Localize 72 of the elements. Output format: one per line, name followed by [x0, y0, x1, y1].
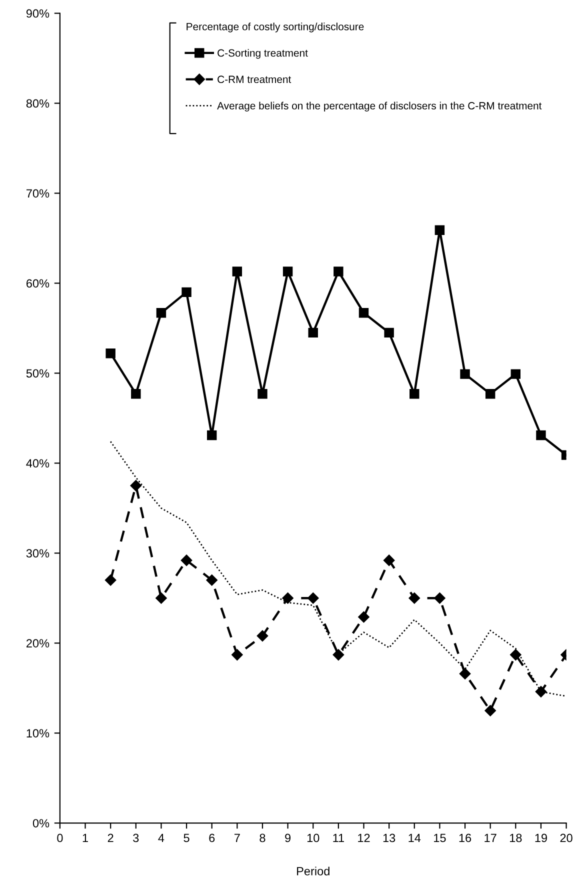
x-tick-label: 20 [560, 834, 572, 842]
point [258, 389, 268, 399]
y-tick-label: 50% [26, 369, 50, 378]
point [232, 266, 242, 276]
point [460, 369, 470, 379]
x-tick-label: 10 [307, 834, 320, 842]
point [180, 554, 192, 566]
x-tick-label: 7 [234, 834, 240, 842]
point [358, 308, 369, 318]
point [408, 592, 420, 604]
point [131, 389, 141, 399]
point [536, 430, 546, 440]
x-tick-label: 11 [333, 834, 344, 842]
point [104, 574, 116, 586]
point [383, 554, 395, 566]
point [256, 630, 268, 642]
point [282, 266, 293, 276]
point [182, 287, 192, 298]
x-tick-label: 1 [82, 834, 88, 842]
y-tick-label: 0% [32, 819, 50, 828]
x-tick-label: 18 [510, 834, 522, 842]
point [358, 611, 370, 623]
point [332, 649, 344, 660]
x-tick-label: 12 [358, 834, 370, 842]
y-tick-label: 70% [26, 189, 50, 198]
y-tick-label: 60% [26, 279, 50, 288]
legend-label: C-Sorting treatment [218, 49, 308, 59]
point [384, 328, 394, 338]
point [510, 649, 522, 660]
x-tick-label: 15 [434, 834, 446, 842]
point [232, 649, 243, 660]
x-tick-label: 13 [383, 834, 396, 842]
y-tick-label: 40% [26, 459, 50, 468]
x-tick-label: 5 [184, 834, 190, 842]
x-tick-label: 8 [260, 834, 266, 842]
point [434, 592, 446, 604]
point [334, 266, 344, 276]
point [434, 225, 445, 235]
x-tick-label: 2 [108, 834, 114, 842]
x-tick-label: 9 [285, 834, 291, 842]
legend-label: C-RM treatment [218, 76, 292, 84]
point [206, 430, 217, 440]
x-tick-label: 3 [133, 834, 139, 842]
y-tick-label: 20% [26, 639, 50, 648]
point [485, 389, 496, 399]
y-tick-label: 30% [26, 549, 50, 558]
point [484, 704, 496, 716]
point [106, 348, 116, 358]
x-tick-label: 0 [57, 834, 63, 842]
point [308, 328, 318, 338]
x-tick-label: 17 [484, 834, 496, 842]
point [510, 369, 521, 379]
legend-label: Average beliefs on the percentage of disclosers in the C-RM treatment [217, 102, 542, 112]
y-tick-label: 10% [26, 729, 50, 738]
point [535, 686, 547, 698]
point [282, 592, 294, 604]
point [156, 308, 166, 318]
y-tick-label: 90% [26, 9, 50, 18]
point [130, 480, 142, 492]
point [410, 389, 420, 399]
x-tick-label: 16 [459, 834, 472, 842]
x-tick-label: 14 [408, 834, 421, 842]
point [459, 668, 471, 680]
x-tick-label: 19 [535, 834, 547, 842]
point [308, 592, 319, 604]
point [156, 592, 167, 604]
legend-title: Percentage of costly sorting/disclosure [186, 22, 364, 32]
point [206, 574, 218, 586]
y-tick-label: 80% [26, 99, 50, 108]
x-tick-label: 4 [158, 834, 164, 842]
x-tick-label: 6 [209, 834, 215, 842]
x-axis-title: Period [297, 866, 330, 876]
